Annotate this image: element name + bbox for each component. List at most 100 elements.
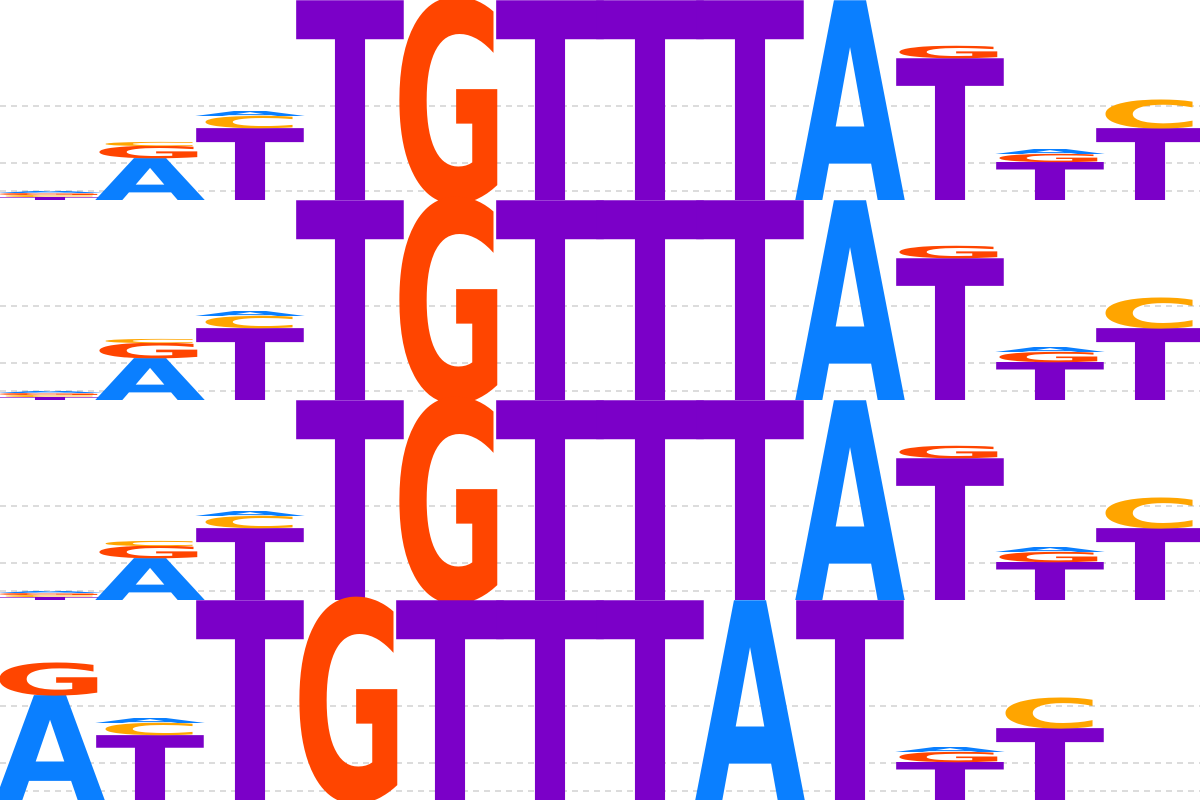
logo-column-10: TG bbox=[892, 421, 1007, 647]
letter-a-p4-c10: A bbox=[895, 746, 1006, 754]
letter-c-p1-c3: C bbox=[198, 113, 301, 132]
letter-g-p2-c1: G bbox=[0, 392, 108, 395]
logo-column-11: TGA bbox=[992, 346, 1107, 413]
letter-g-p2-c10: G bbox=[892, 243, 1007, 262]
letter-t-p2-c4: T bbox=[295, 146, 404, 465]
letter-c-p4-c11: C bbox=[998, 690, 1101, 738]
letter-c-p4-c2: C bbox=[98, 720, 201, 739]
letter-t-p2-c12: T bbox=[1095, 310, 1200, 424]
letter-a-p2-c2: A bbox=[95, 347, 206, 414]
logo-column-3: TCA bbox=[195, 510, 306, 624]
letter-g-p1-c5: G bbox=[392, 0, 507, 265]
logo-column-11: TGA bbox=[992, 546, 1107, 613]
logo-column-4: G bbox=[292, 547, 407, 800]
logo-column-10: TG bbox=[892, 221, 1007, 447]
letter-g-p1-c1: G bbox=[0, 192, 108, 195]
gridlines-panel-3 bbox=[0, 505, 1200, 592]
logo-column-6: T bbox=[495, 0, 604, 265]
logo-column-5: G bbox=[392, 347, 507, 665]
logo-column-2: TCA bbox=[95, 717, 206, 800]
logo-column-8: T bbox=[695, 346, 804, 665]
letter-t-p4-c11: T bbox=[995, 710, 1104, 800]
letter-c-p2-c2: C bbox=[98, 338, 201, 344]
letter-a-p1-c2: A bbox=[95, 147, 206, 214]
logo-column-7: T bbox=[595, 146, 704, 465]
letter-t-p2-c7: T bbox=[595, 146, 704, 465]
letter-t-p1-c6: T bbox=[495, 0, 604, 265]
letter-g-p2-c11: G bbox=[992, 349, 1107, 365]
letter-c-p3-c1: C bbox=[0, 594, 102, 597]
logo-column-3: TCA bbox=[195, 310, 306, 424]
letter-g-p3-c5: G bbox=[392, 347, 507, 665]
letter-t-p1-c7: T bbox=[595, 0, 704, 265]
letter-t-p3-c6: T bbox=[495, 346, 604, 665]
letter-a-p1-c9: A bbox=[795, 0, 906, 265]
letter-g-p2-c5: G bbox=[392, 147, 507, 465]
logo-column-1: AG bbox=[0, 654, 108, 800]
logo-column-5: T bbox=[395, 546, 504, 800]
logo-column-3: TCA bbox=[195, 110, 306, 224]
logo-column-11: TC bbox=[995, 690, 1104, 800]
gridlines-panel-1 bbox=[0, 105, 1200, 192]
logo-column-3: T bbox=[195, 546, 304, 800]
logo-column-8: A bbox=[695, 546, 806, 800]
logo-column-9: A bbox=[795, 146, 906, 466]
letter-t-p4-c5: T bbox=[395, 546, 504, 800]
letter-t-p1-c4: T bbox=[295, 0, 404, 265]
letter-c-p1-c2: C bbox=[98, 141, 201, 147]
logo-column-2: AGC bbox=[92, 338, 207, 414]
letter-t-p2-c1: T bbox=[0, 396, 105, 401]
logo-column-8: T bbox=[695, 146, 804, 465]
logo-column-6: T bbox=[495, 146, 604, 465]
logo-column-2: AGC bbox=[92, 141, 207, 214]
letter-g-p4-c10: G bbox=[892, 749, 1007, 765]
letter-c-p3-c12: C bbox=[1098, 490, 1200, 538]
letter-t-p1-c3: T bbox=[195, 110, 304, 224]
letter-g-p4-c1: G bbox=[0, 654, 108, 705]
letter-a-p2-c9: A bbox=[795, 146, 906, 466]
letter-c-p1-c12: C bbox=[1098, 93, 1200, 138]
logo-column-2: AGC bbox=[92, 540, 207, 614]
logo-column-12: TC bbox=[1095, 93, 1200, 224]
letter-a-p4-c2: A bbox=[95, 717, 206, 725]
letter-a-p3-c2: A bbox=[95, 547, 206, 614]
letter-c-p3-c2: C bbox=[98, 540, 201, 548]
letter-g-p3-c1: G bbox=[0, 592, 108, 595]
letter-t-p3-c4: T bbox=[295, 346, 404, 665]
logo-column-7: T bbox=[595, 346, 704, 665]
logo-column-12: TC bbox=[1095, 490, 1200, 623]
letter-g-p2-c2: G bbox=[92, 339, 207, 363]
logo-column-4: T bbox=[295, 346, 404, 665]
letter-a-p3-c3: A bbox=[195, 510, 306, 518]
letter-g-p3-c2: G bbox=[92, 543, 207, 562]
logo-column-6: T bbox=[495, 546, 604, 800]
logo-column-7: T bbox=[595, 546, 704, 800]
letter-t-p1-c1: T bbox=[0, 196, 105, 201]
letter-t-p2-c11: T bbox=[995, 352, 1104, 413]
gridlines-panel-2 bbox=[0, 305, 1200, 392]
letter-c-p1-c1: C bbox=[0, 194, 102, 197]
letter-t-p3-c3: T bbox=[195, 510, 304, 624]
letter-g-p3-c10: G bbox=[892, 443, 1007, 462]
letter-c-p3-c3: C bbox=[198, 513, 301, 532]
letter-t-p4-c9: T bbox=[795, 546, 904, 800]
letter-t-p3-c11: T bbox=[995, 552, 1104, 613]
logo-column-9: T bbox=[795, 546, 904, 800]
letter-t-p3-c8: T bbox=[695, 346, 804, 665]
letter-t-p4-c2: T bbox=[95, 718, 204, 800]
letter-t-p4-c7: T bbox=[595, 546, 704, 800]
letter-t-p2-c3: T bbox=[195, 310, 304, 424]
logo-column-6: T bbox=[495, 346, 604, 665]
letter-a-p2-c11: A bbox=[995, 346, 1106, 354]
letter-c-p2-c12: C bbox=[1098, 290, 1200, 338]
letter-t-p4-c10: T bbox=[895, 752, 1004, 800]
